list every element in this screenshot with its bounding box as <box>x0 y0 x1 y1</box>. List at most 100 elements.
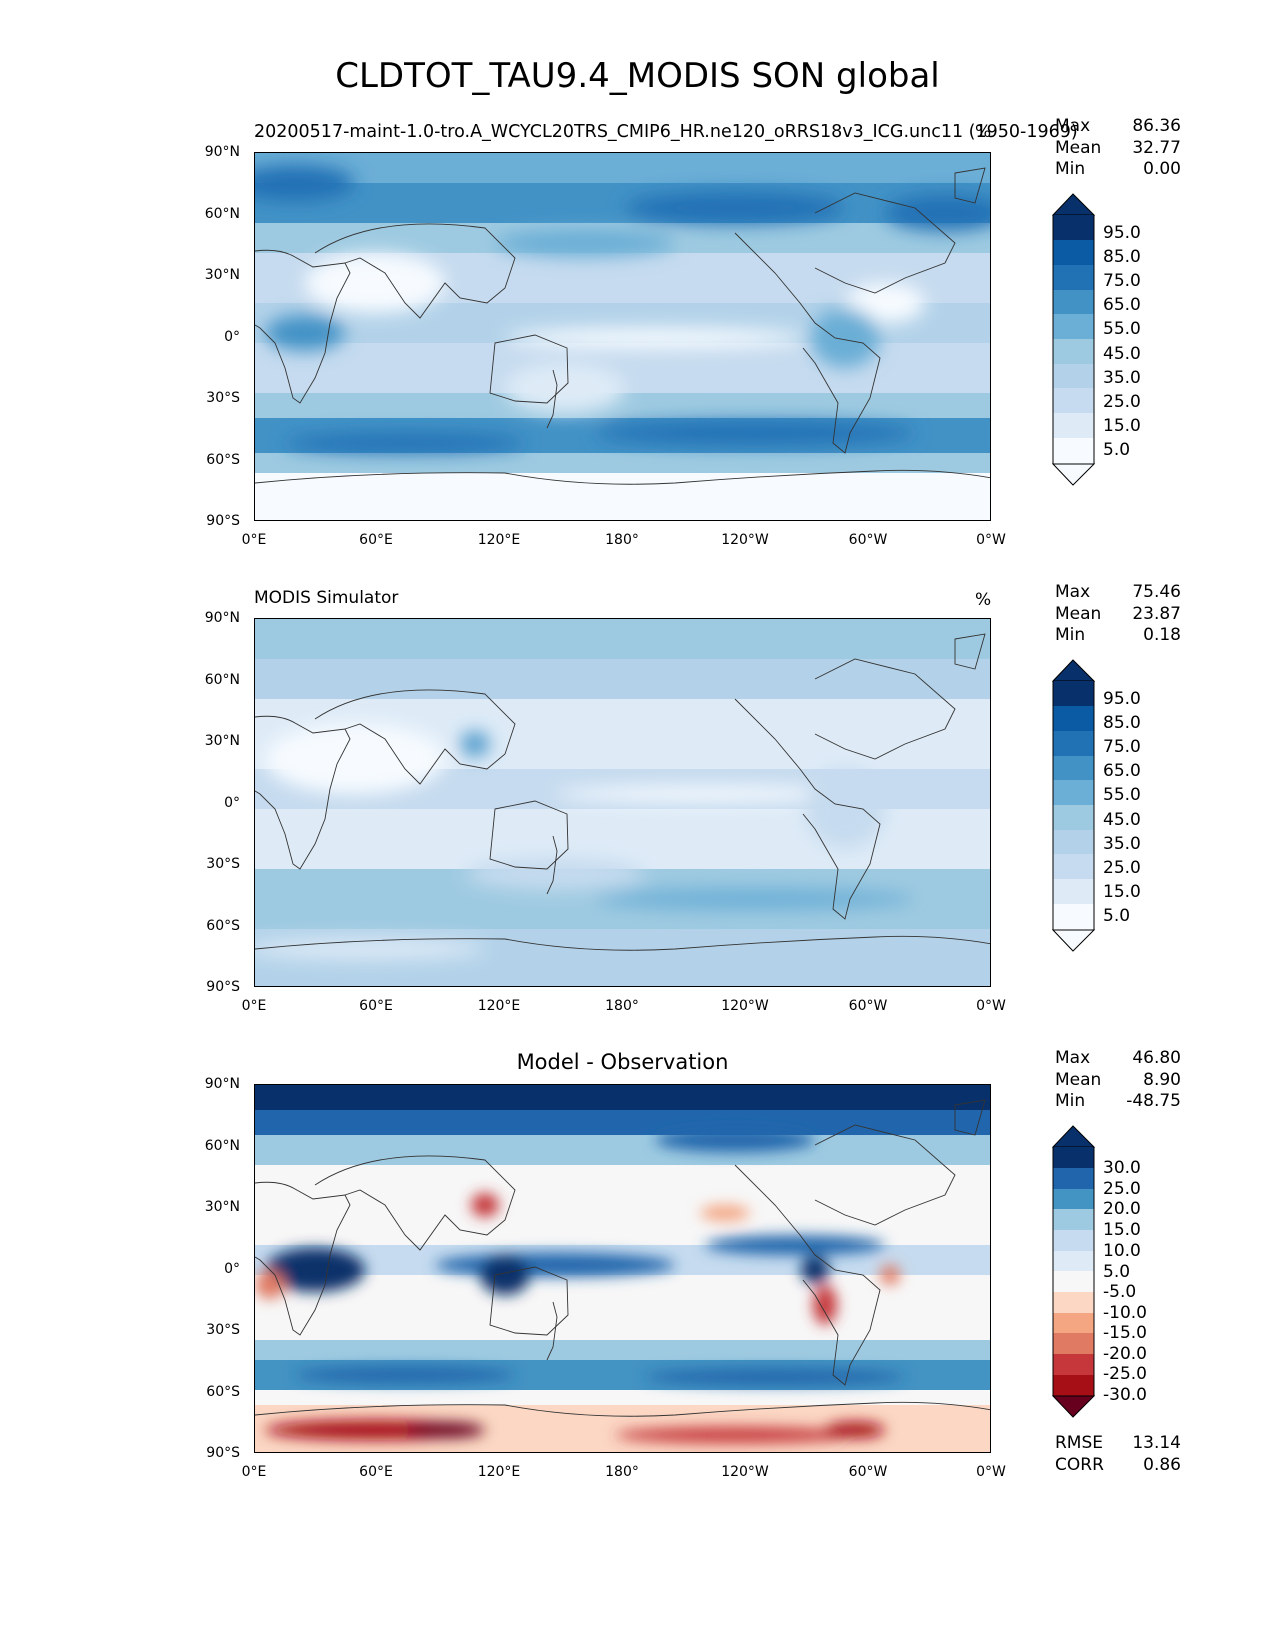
panel-model-left-title: 20200517-maint-1.0-tro.A_WCYCL20TRS_CMIP… <box>254 122 1078 142</box>
colorbar-obs <box>1052 659 1096 952</box>
colorbar-label: 5.0 <box>1103 906 1131 926</box>
colorbar-label: 25.0 <box>1103 858 1141 878</box>
colorbar-label: 25.0 <box>1103 392 1141 412</box>
lat-tick: 30°S <box>206 390 240 406</box>
stats-model: Max 86.36 Mean 32.77 Min 0.00 <box>1055 116 1181 181</box>
lat-tick: 60°N <box>204 1138 240 1154</box>
colorbar-label: 55.0 <box>1103 319 1141 339</box>
panel-diff: Model - Observation <box>0 932 1275 1480</box>
colorbar-model <box>1052 193 1096 486</box>
map-diff <box>254 1084 991 1453</box>
stats-diff-extra: RMSE 13.14 CORR 0.86 <box>1055 1433 1181 1476</box>
stats-diff: Max 46.80 Mean 8.90 Min -48.75 <box>1055 1048 1181 1113</box>
lat-tick: 90°S <box>206 979 240 995</box>
map-obs <box>254 618 991 987</box>
colorbar-label: -20.0 <box>1103 1344 1147 1364</box>
lat-tick: 90°S <box>206 513 240 529</box>
lon-tick: 60°E <box>359 998 393 1014</box>
lon-tick: 60°W <box>848 998 888 1014</box>
lon-tick: 120°W <box>721 998 769 1014</box>
colorbar-label: 15.0 <box>1103 1220 1141 1240</box>
map-model <box>254 152 991 521</box>
colorbar-label: 35.0 <box>1103 368 1141 388</box>
lat-tick: 60°N <box>204 206 240 222</box>
lat-tick: 30°S <box>206 856 240 872</box>
panel-obs-left-title: MODIS Simulator <box>254 588 399 608</box>
colorbar-label: 85.0 <box>1103 713 1141 733</box>
panel-diff-title: Model - Observation <box>516 1050 729 1074</box>
colorbar-label: -10.0 <box>1103 1303 1147 1323</box>
stat-label: CORR <box>1055 1454 1104 1475</box>
lat-tick: 30°N <box>204 267 240 283</box>
colorbar-label: 95.0 <box>1103 689 1141 709</box>
lon-tick: 0°W <box>976 998 1006 1014</box>
colorbar-label: 75.0 <box>1103 271 1141 291</box>
lon-tick: 0°W <box>976 532 1006 548</box>
colorbar-label: 65.0 <box>1103 295 1141 315</box>
colorbar-label: -15.0 <box>1103 1323 1147 1343</box>
stat-label: Max <box>1055 116 1091 136</box>
stat-value: 32.77 <box>1132 137 1181 158</box>
lat-tick: 60°S <box>206 452 240 468</box>
stat-value: 75.46 <box>1132 582 1181 602</box>
colorbar-label: 20.0 <box>1103 1199 1141 1219</box>
lat-tick: 60°N <box>204 672 240 688</box>
stat-label: Mean <box>1055 603 1102 624</box>
colorbar-label: 10.0 <box>1103 1241 1141 1261</box>
lon-tick: 0°E <box>241 998 267 1014</box>
stat-label: Max <box>1055 1048 1091 1068</box>
panel-model: 20200517-maint-1.0-tro.A_WCYCL20TRS_CMIP… <box>0 0 1275 548</box>
lat-tick: 90°N <box>204 610 240 626</box>
lon-tick: 60°W <box>848 1464 888 1480</box>
lat-tick: 60°S <box>206 918 240 934</box>
panel-obs: MODIS Simulator % <box>0 466 1275 1014</box>
stat-value: 86.36 <box>1132 116 1181 136</box>
stat-value: -48.75 <box>1126 1091 1181 1111</box>
colorbar-label: 45.0 <box>1103 344 1141 364</box>
panel-model-units: % <box>975 122 992 142</box>
colorbar-label: -5.0 <box>1103 1282 1137 1302</box>
colorbar-label: 75.0 <box>1103 737 1141 757</box>
colorbar-label: 15.0 <box>1103 416 1141 436</box>
stat-label: RMSE <box>1055 1433 1104 1453</box>
lat-tick: 30°N <box>204 733 240 749</box>
lon-tick: 60°W <box>848 532 888 548</box>
colorbar-label: 5.0 <box>1103 440 1131 460</box>
lon-tick: 180° <box>605 1464 639 1480</box>
lat-tick: 0° <box>224 795 240 811</box>
colorbar-label: 35.0 <box>1103 834 1141 854</box>
stat-label: Mean <box>1055 1069 1102 1090</box>
lon-tick: 180° <box>605 998 639 1014</box>
lon-tick: 60°E <box>359 532 393 548</box>
colorbar-label: 55.0 <box>1103 785 1141 805</box>
lon-tick: 120°W <box>721 1464 769 1480</box>
colorbar-label: 85.0 <box>1103 247 1141 267</box>
lon-tick: 120°E <box>477 532 521 548</box>
stat-value: 0.86 <box>1143 1454 1181 1475</box>
colorbar-label: 5.0 <box>1103 1262 1131 1282</box>
stat-value: 8.90 <box>1143 1069 1181 1090</box>
lat-tick: 0° <box>224 1261 240 1277</box>
stat-value: 0.00 <box>1143 159 1181 179</box>
lon-tick: 60°E <box>359 1464 393 1480</box>
lon-tick: 0°E <box>241 532 267 548</box>
stat-label: Max <box>1055 582 1091 602</box>
colorbar-diff <box>1052 1125 1096 1418</box>
stat-label: Min <box>1055 159 1086 179</box>
lat-tick: 90°N <box>204 1076 240 1092</box>
stat-value: 0.18 <box>1143 625 1181 645</box>
stat-value: 23.87 <box>1132 603 1181 624</box>
colorbar-label: 45.0 <box>1103 810 1141 830</box>
lat-tick: 60°S <box>206 1384 240 1400</box>
stat-label: Min <box>1055 1091 1086 1111</box>
colorbar-label: -25.0 <box>1103 1364 1147 1384</box>
stat-value: 13.14 <box>1132 1433 1181 1453</box>
figure-title: CLDTOT_TAU9.4_MODIS SON global <box>335 56 940 96</box>
stats-obs: Max 75.46 Mean 23.87 Min 0.18 <box>1055 582 1181 647</box>
stat-label: Min <box>1055 625 1086 645</box>
colorbar-label: -30.0 <box>1103 1385 1147 1405</box>
colorbar-label: 25.0 <box>1103 1179 1141 1199</box>
panel-obs-units: % <box>975 590 992 610</box>
stat-value: 46.80 <box>1132 1048 1181 1068</box>
lat-tick: 0° <box>224 329 240 345</box>
